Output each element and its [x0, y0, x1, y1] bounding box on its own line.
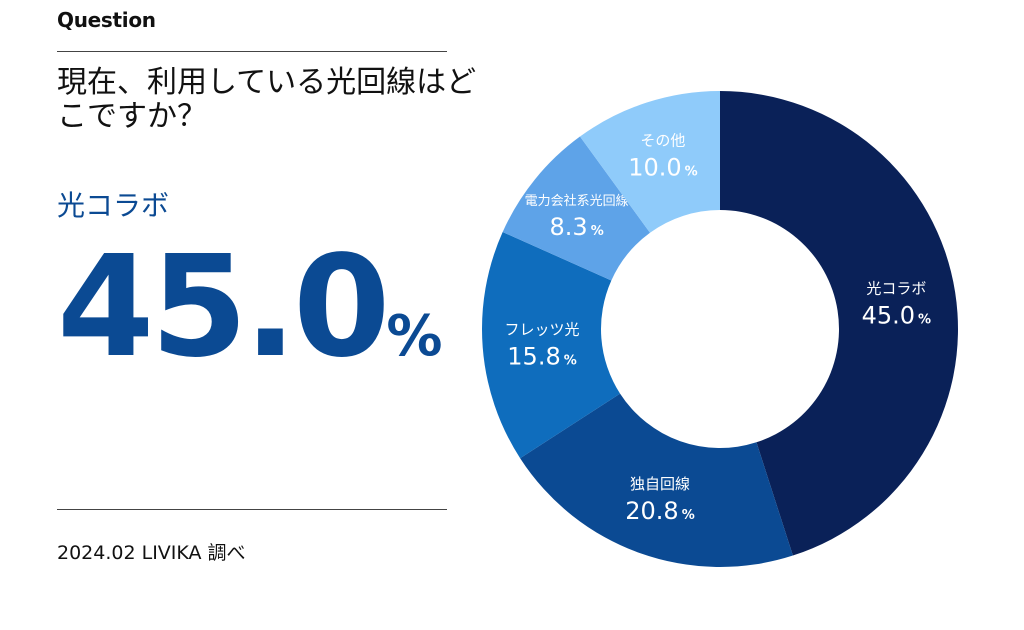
slice-value-3: 8.3%: [550, 213, 604, 241]
slice-label-2: フレッツ光: [505, 321, 580, 339]
slice-0: [720, 91, 959, 556]
slice-4: [579, 91, 720, 233]
top-divider: [57, 51, 447, 52]
bottom-divider: [57, 509, 447, 510]
slice-label-1: 独自回線: [630, 475, 690, 493]
top-answer-number: 45.0: [57, 226, 390, 389]
top-answer-value: 45.0%: [57, 226, 443, 389]
question-text: 現在、利用している光回線はどこですか？: [57, 65, 477, 134]
slice-label-4: その他: [640, 132, 685, 150]
question-label: Question: [57, 8, 156, 32]
slice-label-0: 光コラボ: [866, 279, 926, 297]
slice-value-4: 10.0%: [628, 154, 697, 182]
source-note: 2024.02 LIVIKA 調べ: [57, 542, 246, 564]
top-answer-unit: %: [386, 304, 443, 369]
slice-label-3: 電力会社系光回線: [525, 193, 629, 209]
slice-1: [520, 393, 793, 567]
slice-value-0: 45.0%: [862, 301, 931, 329]
top-answer-name: 光コラボ: [57, 189, 170, 222]
slice-value-1: 20.8%: [625, 497, 694, 525]
slice-2: [481, 231, 621, 459]
slice-3: [502, 136, 650, 281]
slice-value-2: 15.8%: [507, 343, 576, 371]
